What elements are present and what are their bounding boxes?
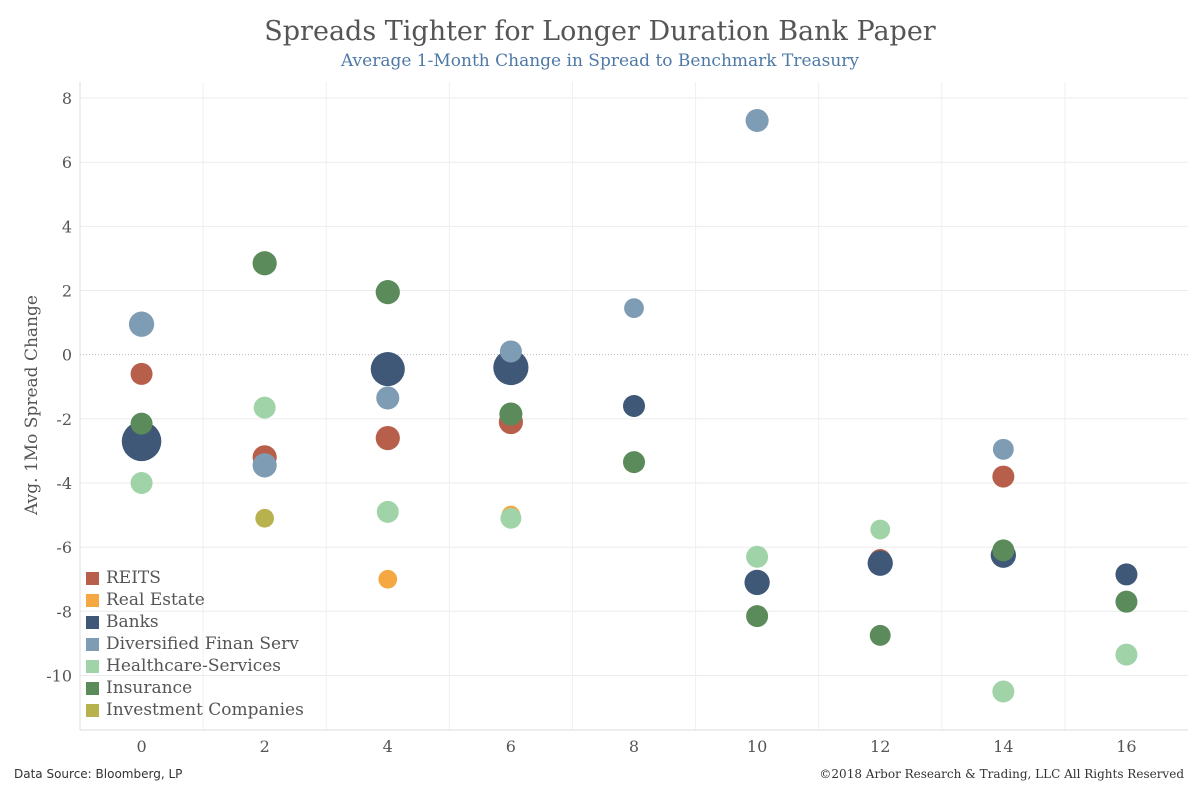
point-healthcare-services [992,680,1015,703]
legend-item: Banks [86,611,304,633]
point-diversified-finan-serv [624,298,644,319]
legend-item: Healthcare-Services [86,655,304,677]
x-tick-label: 14 [993,737,1013,756]
point-investment-companies [255,508,275,528]
y-tick-label: 8 [62,89,72,108]
y-tick-label: 6 [62,153,72,172]
legend-swatch [86,615,99,629]
legend-swatch [86,571,99,585]
legend-item: REITS [86,567,304,589]
legend-swatch [86,659,99,673]
legend: REITS Real Estate Banks Diversified Finan S… [86,567,304,721]
point-banks [867,550,893,576]
point-healthcare-services [130,471,153,494]
x-tick-label: 10 [747,737,767,756]
x-tick-label: 12 [870,737,890,756]
y-tick-label: -4 [56,474,72,493]
y-axis-label: Avg. 1Mo Spread Change [22,295,42,516]
chart-title: Spreads Tighter for Longer Duration Bank… [264,16,936,47]
x-tick-label: 6 [506,737,516,756]
x-tick-label: 16 [1116,737,1136,756]
x-tick-label: 0 [136,737,146,756]
x-tick-label: 8 [629,737,639,756]
copyright-note: ©2018 Arbor Research & Trading, LLC All … [819,767,1184,781]
y-tick-label: 4 [62,217,72,236]
chart-subtitle: Average 1-Month Change in Spread to Benc… [340,51,860,71]
legend-swatch [86,593,99,607]
point-insurance [992,539,1015,562]
point-reits [375,425,400,451]
y-tick-label: -8 [56,602,72,621]
point-banks [493,349,529,386]
y-tick-label: -6 [56,538,72,557]
data-source-note: Data Source: Bloomberg, LP [14,767,183,781]
point-reits [130,362,153,385]
point-insurance [130,412,153,435]
legend-item: Insurance [86,677,304,699]
point-insurance [375,280,400,305]
point-healthcare-services [500,507,522,529]
legend-item: Real Estate [86,589,304,611]
legend-swatch [86,637,99,651]
point-insurance [1115,590,1138,613]
legend-label: Insurance [106,678,193,698]
legend-label: Real Estate [106,590,205,610]
point-insurance [499,402,523,426]
point-diversified-finan-serv [128,311,155,337]
y-tick-label: -2 [56,410,72,429]
point-diversified-finan-serv [499,340,522,363]
legend-label: Investment Companies [106,700,304,720]
point-healthcare-services [376,500,399,523]
legend-label: REITS [106,568,161,588]
point-banks [744,569,770,596]
point-banks [1115,563,1138,586]
grid-layer [80,82,1188,730]
point-insurance [623,451,645,474]
point-diversified-finan-serv [992,438,1014,460]
point-insurance [746,605,769,628]
point-diversified-finan-serv [745,108,769,133]
x-tick-label: 4 [383,737,393,756]
point-banks [121,421,162,462]
legend-label: Banks [106,612,159,632]
y-tick-label: -10 [46,666,72,685]
point-real-estate [378,569,398,589]
point-healthcare-services [870,519,891,540]
point-banks [623,395,645,417]
legend-swatch [86,703,99,717]
legend-swatch [86,681,99,695]
point-insurance [869,624,891,646]
y-tick-label: 0 [62,346,72,365]
legend-label: Diversified Finan Serv [106,634,299,654]
point-healthcare-services [253,396,276,419]
axis-layer: 8 6 4 2 0 -2 -4 -6 -8 -10 0 2 4 6 8 10 12 14 16 [46,82,1188,756]
legend-item: Investment Companies [86,699,304,721]
point-reits [992,465,1015,488]
point-healthcare-services [1115,643,1138,666]
point-healthcare-services [746,545,769,568]
legend-item: Diversified Finan Serv [86,633,304,655]
point-diversified-finan-serv [376,386,400,410]
point-insurance [252,251,277,276]
points-layer [121,108,1138,703]
point-banks [370,352,405,387]
x-tick-label: 2 [260,737,270,756]
legend-label: Healthcare-Services [106,656,282,676]
y-tick-label: 2 [62,282,72,301]
point-diversified-finan-serv [252,453,277,478]
